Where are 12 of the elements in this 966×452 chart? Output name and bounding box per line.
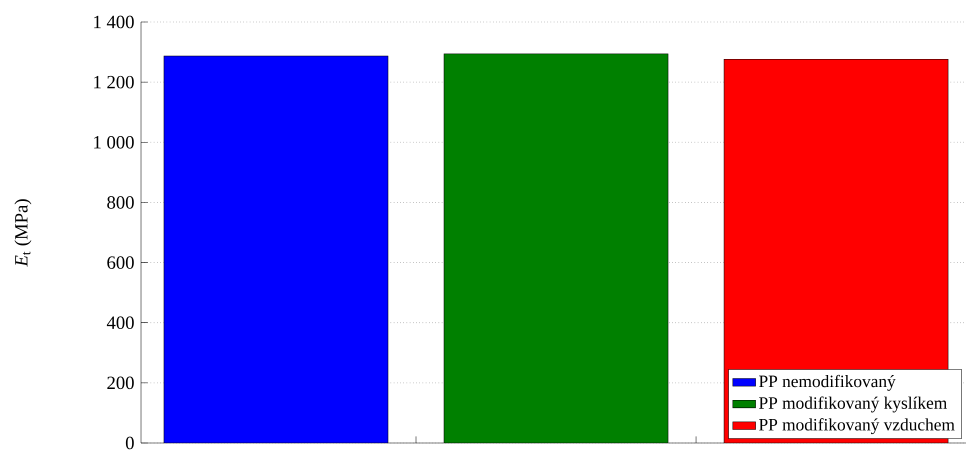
legend-label: PP modifikovaný vzduchem: [759, 418, 955, 434]
y-tick-label: 600: [107, 256, 134, 269]
y-tick-label: 1 200: [94, 76, 134, 88]
legend-label: PP nemodifikovaný: [759, 374, 896, 391]
y-tick-label: 200: [107, 376, 134, 390]
y-tick-label: 800: [107, 196, 134, 209]
y-axis-title: E$_{t}$ (MPa): [14, 199, 32, 267]
y-tick-label: 1 000: [94, 136, 134, 149]
y-tick-label: 0: [126, 436, 134, 450]
legend-label: PP modifikovaný kyslíkem: [759, 396, 947, 412]
y-tick-label: 400: [106, 316, 134, 330]
y-tick-label: 1 400: [94, 16, 134, 28]
